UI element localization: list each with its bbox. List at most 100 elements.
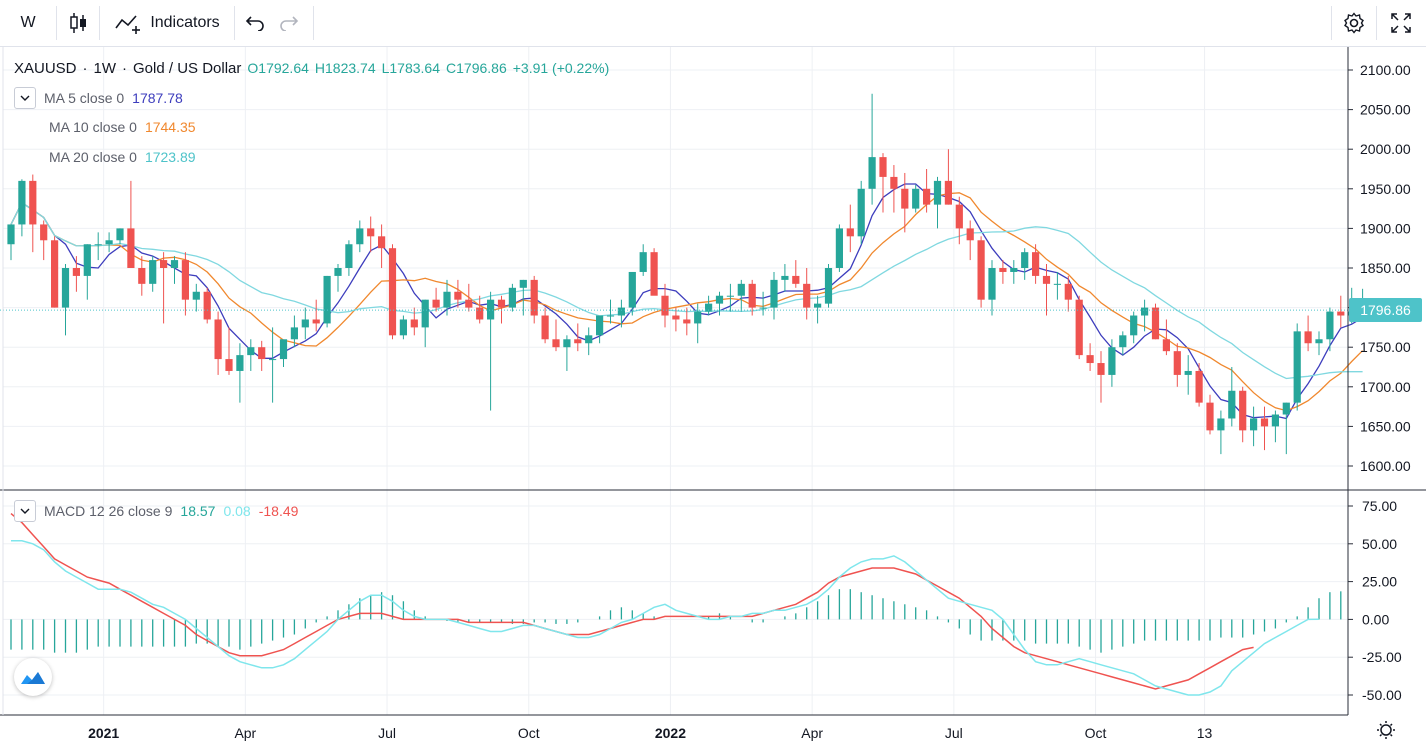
candle xyxy=(236,343,244,403)
candle xyxy=(301,307,309,340)
macd-histogram xyxy=(10,589,1342,653)
symbol-name: Gold / US Dollar xyxy=(133,60,242,77)
grid-lines xyxy=(3,47,1348,715)
tradingview-logo[interactable] xyxy=(14,658,52,696)
candle xyxy=(160,252,168,324)
price-axis-label: 2050.00 xyxy=(1360,102,1411,118)
candle xyxy=(617,299,625,328)
candle-body xyxy=(1260,418,1269,427)
ma20-legend[interactable]: MA 20 close 0 1723.89 xyxy=(49,149,196,165)
candle-body xyxy=(923,188,931,205)
chart-type-button[interactable] xyxy=(57,0,99,46)
candle xyxy=(1304,315,1312,352)
candle xyxy=(1042,264,1051,316)
candles-icon xyxy=(70,13,86,33)
candle xyxy=(563,335,571,371)
candle xyxy=(1010,260,1018,284)
candle-body xyxy=(203,291,211,320)
candle-body xyxy=(617,307,625,316)
candle xyxy=(410,307,418,336)
candle xyxy=(312,299,320,332)
candle-body xyxy=(1021,252,1029,268)
candle xyxy=(1032,244,1040,284)
candle xyxy=(334,264,342,292)
candle-body xyxy=(705,303,713,312)
candle-body xyxy=(1173,351,1181,375)
fullscreen-button[interactable] xyxy=(1380,0,1422,46)
candle xyxy=(1315,331,1323,356)
time-axis: 2021 Apr Jul Oct 2022 Apr Jul Oct 13 xyxy=(88,725,1212,741)
candle xyxy=(105,232,113,253)
redo-button[interactable] xyxy=(272,0,306,46)
candle xyxy=(279,339,288,367)
candle-body xyxy=(279,339,288,360)
candle-body xyxy=(541,315,549,340)
candle-body xyxy=(410,319,418,328)
time-axis-label: Oct xyxy=(518,725,540,741)
gear-icon xyxy=(1344,12,1364,34)
ma5-label: MA 5 close 0 xyxy=(44,90,125,106)
indicators-button[interactable]: Indicators xyxy=(100,0,234,46)
candle-body xyxy=(388,248,397,336)
candle xyxy=(170,256,179,284)
chart-canvas[interactable]: 1600.001650.001700.001750.001800.001850.… xyxy=(0,47,1426,745)
symbol-ticker[interactable]: XAUUSD xyxy=(14,60,77,77)
settings-button[interactable] xyxy=(1334,0,1374,46)
candle xyxy=(465,283,473,312)
candle xyxy=(824,264,833,308)
candle xyxy=(541,307,549,344)
candle xyxy=(814,295,822,324)
macd-legend[interactable]: MACD 12 26 close 9 18.57 0.08 -18.49 xyxy=(14,500,298,522)
interval-button[interactable]: W xyxy=(0,0,56,46)
price-axis-label: 1750.00 xyxy=(1360,339,1411,355)
candle-body xyxy=(18,180,26,225)
candle-body xyxy=(552,339,560,348)
candle-body xyxy=(781,275,789,280)
candle xyxy=(1250,406,1258,447)
collapse-legend-button[interactable] xyxy=(14,87,36,109)
candle xyxy=(606,299,615,324)
macd-axis-label: -25.00 xyxy=(1362,649,1402,665)
candle xyxy=(846,204,854,253)
candle xyxy=(356,220,364,253)
candle-body xyxy=(814,303,822,308)
candle-body xyxy=(83,244,91,276)
candle-body xyxy=(639,252,647,272)
candle xyxy=(803,268,811,320)
toolbar-divider xyxy=(1376,6,1377,40)
time-axis-label: Apr xyxy=(801,725,823,741)
candle xyxy=(715,291,724,316)
time-axis-settings-button[interactable] xyxy=(1377,721,1395,739)
candle-body xyxy=(508,287,516,308)
candle xyxy=(1206,394,1214,435)
candle-body xyxy=(726,295,734,297)
ma20-label: MA 20 close 0 xyxy=(49,149,137,165)
candle xyxy=(247,339,255,371)
candle xyxy=(290,315,298,348)
candle xyxy=(487,291,495,411)
time-axis-label: Oct xyxy=(1085,725,1107,741)
toolbar-divider xyxy=(234,6,235,40)
chevron-down-icon xyxy=(20,95,30,101)
candle xyxy=(650,248,658,296)
price-axis-label: 1650.00 xyxy=(1360,418,1411,434)
collapse-macd-button[interactable] xyxy=(14,500,36,522)
candle-body xyxy=(748,283,756,308)
candle xyxy=(18,179,26,237)
price-axis-label: 1850.00 xyxy=(1360,260,1411,276)
candle-body xyxy=(290,327,298,340)
symbol-interval: 1W xyxy=(93,60,117,77)
candle-body xyxy=(356,228,364,245)
redo-icon xyxy=(280,16,299,31)
ma5-legend[interactable]: MA 5 close 0 1787.78 xyxy=(14,87,183,109)
open-value: O1792.64 xyxy=(247,60,309,76)
candle xyxy=(1271,410,1279,443)
undo-icon xyxy=(245,16,264,31)
candle-body xyxy=(901,188,909,209)
ma10-legend[interactable]: MA 10 close 0 1744.35 xyxy=(49,119,196,135)
candle-body xyxy=(399,319,407,336)
candle xyxy=(944,149,952,205)
price-axis-label: 1600.00 xyxy=(1360,458,1411,474)
undo-button[interactable] xyxy=(238,0,272,46)
toolbar-divider xyxy=(313,6,314,40)
